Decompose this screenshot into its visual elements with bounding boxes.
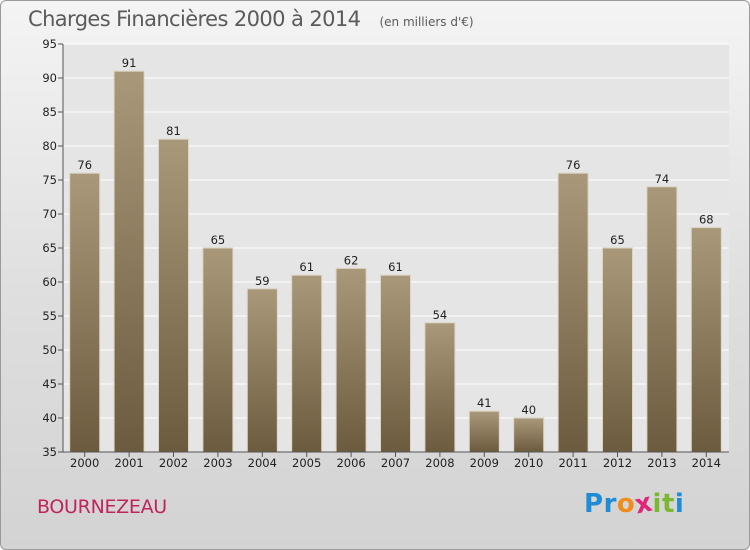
commune-name: BOURNEZEAU: [37, 496, 167, 518]
data-label: 65: [211, 233, 226, 247]
y-tick-label: 55: [42, 309, 57, 323]
bar-series: 76 91 81 65 59 61 62 61 54 41 40 76 65 74 68: [69, 56, 722, 453]
y-tick-label: 50: [42, 343, 57, 357]
y-tick-label: 40: [42, 411, 57, 425]
bar: [335, 267, 367, 453]
y-tick-label: 45: [42, 377, 57, 391]
bar: [291, 274, 323, 453]
bar: [424, 322, 456, 453]
data-label: 68: [699, 213, 714, 227]
bar: [646, 186, 678, 453]
bar: [557, 172, 589, 453]
y-tick-label: 75: [42, 173, 57, 187]
y-axis: 35 40 45 50 55 60 65 70 75 80 85 90 95: [42, 37, 64, 459]
x-axis: 2000 2001 2002 2003 2004 2005 2006 2007 2008 2009…: [63, 451, 729, 470]
bar: [380, 274, 411, 453]
bar: [246, 288, 278, 453]
x-tick-label: 2014: [692, 456, 721, 470]
x-tick-label: 2009: [470, 456, 499, 470]
chart-subtitle: (en milliers d'€): [379, 15, 474, 29]
data-label: 40: [521, 403, 536, 417]
bar: [158, 138, 189, 453]
x-tick-label: 2011: [558, 456, 587, 470]
y-tick-label: 95: [42, 37, 57, 51]
x-tick-label: 2000: [70, 456, 99, 470]
x-tick-label: 2005: [292, 456, 321, 470]
x-tick-label: 2012: [603, 456, 632, 470]
logo-letter: r: [603, 489, 617, 519]
bar: [202, 247, 234, 453]
x-tick-label: 2006: [336, 456, 365, 470]
bar: [69, 172, 101, 453]
x-tick-label: 2004: [248, 456, 277, 470]
bar: [468, 410, 500, 453]
bar: [513, 417, 545, 453]
bar: [113, 70, 145, 453]
chart-title: Charges Financières 2000 à 2014: [28, 7, 361, 31]
y-tick-label: 35: [42, 445, 57, 459]
data-label: 59: [255, 274, 270, 288]
data-label: 76: [566, 158, 581, 172]
x-tick-label: 2001: [114, 456, 143, 470]
logo-letter: i: [674, 489, 685, 519]
data-label: 61: [388, 260, 403, 274]
data-label: 74: [655, 172, 670, 186]
bar: [602, 247, 633, 453]
data-label: 61: [299, 260, 314, 274]
x-tick-label: 2008: [425, 456, 454, 470]
title-row: Charges Financières 2000 à 2014 (en mill…: [28, 7, 474, 31]
data-label: 81: [166, 124, 181, 138]
x-tick-label: 2013: [647, 456, 676, 470]
y-tick-label: 85: [42, 105, 57, 119]
logo-letter: t: [661, 489, 675, 519]
data-label: 91: [122, 56, 137, 70]
x-tick-label: 2010: [514, 456, 543, 470]
proxiti-logo: Proxiti: [584, 488, 685, 521]
x-tick-label: 2002: [159, 456, 188, 470]
data-label: 41: [477, 396, 492, 410]
data-label: 65: [610, 233, 625, 247]
data-label: 54: [433, 308, 448, 322]
logo-letter: o: [616, 489, 636, 519]
data-label: 62: [344, 253, 359, 267]
x-tick-label: 2007: [381, 456, 410, 470]
y-tick-label: 70: [42, 207, 57, 221]
data-label: 76: [77, 158, 92, 172]
y-tick-label: 65: [42, 241, 57, 255]
y-tick-label: 60: [42, 275, 57, 289]
logo-letter: P: [584, 489, 604, 519]
bar: [690, 227, 722, 453]
y-tick-label: 80: [42, 139, 57, 153]
logo-letter: i: [652, 489, 662, 519]
y-tick-label: 90: [42, 71, 57, 85]
x-tick-label: 2003: [203, 456, 232, 470]
